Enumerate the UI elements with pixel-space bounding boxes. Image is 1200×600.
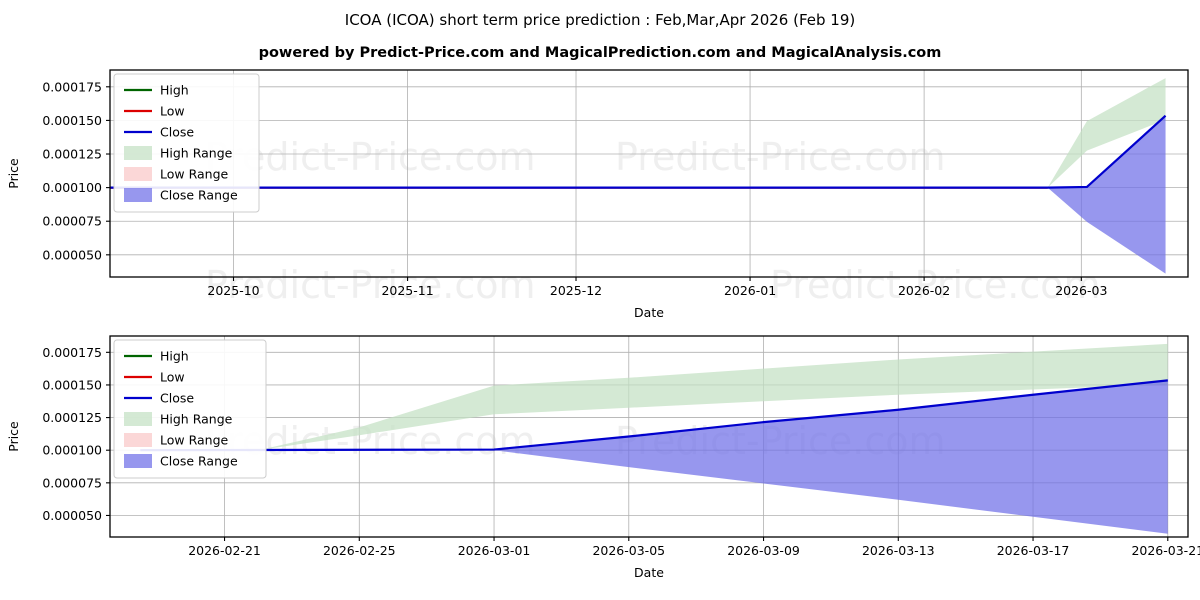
legend-swatch-band	[124, 433, 152, 447]
x-tick-label: 2026-03-13	[862, 543, 935, 558]
legend-item-label: Low	[160, 104, 185, 119]
axes: 0.000050 0.000075 0.000100 0.000125 0.000150…	[6, 345, 1200, 580]
band-high-range	[258, 343, 1168, 451]
legend-item-label: High Range	[160, 146, 233, 161]
y-tick-label: 0.000175	[42, 79, 102, 94]
x-tick-label: 2025-11	[381, 283, 433, 298]
watermark-group: Predict-Price.com Predict-Price.com Predic…	[205, 135, 1101, 307]
plot-area	[110, 78, 1167, 274]
legend-item-label: Close Range	[160, 454, 238, 469]
y-tick-label: 0.000100	[42, 443, 102, 458]
plot-border	[109, 69, 1189, 278]
legend-item-label: High	[160, 349, 189, 364]
legend-swatch-band	[124, 146, 152, 160]
x-tick-label: 2026-03-05	[592, 543, 665, 558]
band-close-range	[1047, 115, 1166, 274]
legend-item-label: Low Range	[160, 167, 229, 182]
x-tick-label: 2026-03-09	[727, 543, 800, 558]
y-tick-label: 0.000075	[42, 214, 102, 229]
y-tick-label: 0.000050	[42, 247, 102, 262]
band-close-range	[494, 380, 1168, 534]
band-high-range	[1047, 78, 1166, 188]
y-tick-label: 0.000175	[42, 345, 102, 360]
title-block: ICOA (ICOA) short term price prediction …	[0, 0, 1200, 63]
y-tick-label: 0.000125	[42, 147, 102, 162]
legend-item-label: Close	[160, 391, 194, 406]
y-tick-label: 0.000150	[42, 377, 102, 392]
x-tick-label: 2026-01	[724, 283, 776, 298]
series-line-close	[110, 114, 1167, 189]
x-axis-label: Date	[634, 565, 664, 580]
bottom-chart-container: Predict-Price.comPredict-Price.com0.0000…	[0, 326, 1200, 600]
legend-item-label: Low	[160, 370, 185, 385]
legend-swatch-band	[124, 188, 152, 202]
x-tick-label: 2026-03	[1055, 283, 1107, 298]
x-tick-label: 2026-02-25	[323, 543, 396, 558]
watermark-text: Predict-Price.com	[770, 263, 1101, 307]
page-subtitle: powered by Predict-Price.com and Magical…	[258, 45, 942, 61]
legend-swatch-band	[124, 412, 152, 426]
y-tick-label: 0.000125	[42, 410, 102, 425]
legend: High Low Close High Range Low Range Close Ran…	[113, 339, 267, 479]
x-tick-label: 2026-03-21	[1131, 543, 1200, 558]
y-tick-label: 0.000100	[42, 180, 102, 195]
legend-item-label: Close Range	[160, 188, 238, 203]
x-tick-label: 2025-12	[550, 283, 602, 298]
y-tick-label: 0.000150	[42, 113, 102, 128]
series-line-close	[140, 379, 1168, 452]
plot-area	[140, 343, 1168, 534]
axes: 0.000050 0.000075 0.000100 0.000125 0.000150…	[6, 79, 1107, 320]
legend-swatch-band	[124, 454, 152, 468]
legend-item-label: High	[160, 83, 189, 98]
bottom-chart-svg: Predict-Price.comPredict-Price.com0.0000…	[6, 335, 1200, 580]
watermark-text: Predict-Price.com	[615, 135, 946, 179]
top-chart-svg: Predict-Price.com Predict-Price.com Predic…	[6, 69, 1189, 320]
x-tick-label: 2026-03-01	[458, 543, 531, 558]
legend-swatch-band	[124, 167, 152, 181]
y-axis-label: Price	[6, 158, 21, 189]
x-tick-label: 2026-03-17	[997, 543, 1070, 558]
watermark-text: Predict-Price.com	[205, 135, 536, 179]
legend: High Low Close High Range Low Range Close Ran…	[113, 73, 260, 213]
plot-border	[109, 335, 1189, 538]
x-tick-label: 2026-02-21	[188, 543, 261, 558]
y-tick-label: 0.000075	[42, 475, 102, 490]
x-axis-label: Date	[634, 305, 664, 320]
legend-item-label: Low Range	[160, 433, 229, 448]
top-chart-container: Predict-Price.com Predict-Price.com Predic…	[0, 60, 1200, 320]
legend-item-label: Close	[160, 125, 194, 140]
y-tick-label: 0.000050	[42, 508, 102, 523]
watermark-text: Predict-Price.com	[205, 263, 536, 307]
y-axis-label: Price	[6, 421, 21, 452]
x-tick-label: 2026-02	[898, 283, 950, 298]
legend-item-label: High Range	[160, 412, 233, 427]
page-title: ICOA (ICOA) short term price prediction …	[344, 11, 856, 29]
x-tick-label: 2025-10	[207, 283, 259, 298]
